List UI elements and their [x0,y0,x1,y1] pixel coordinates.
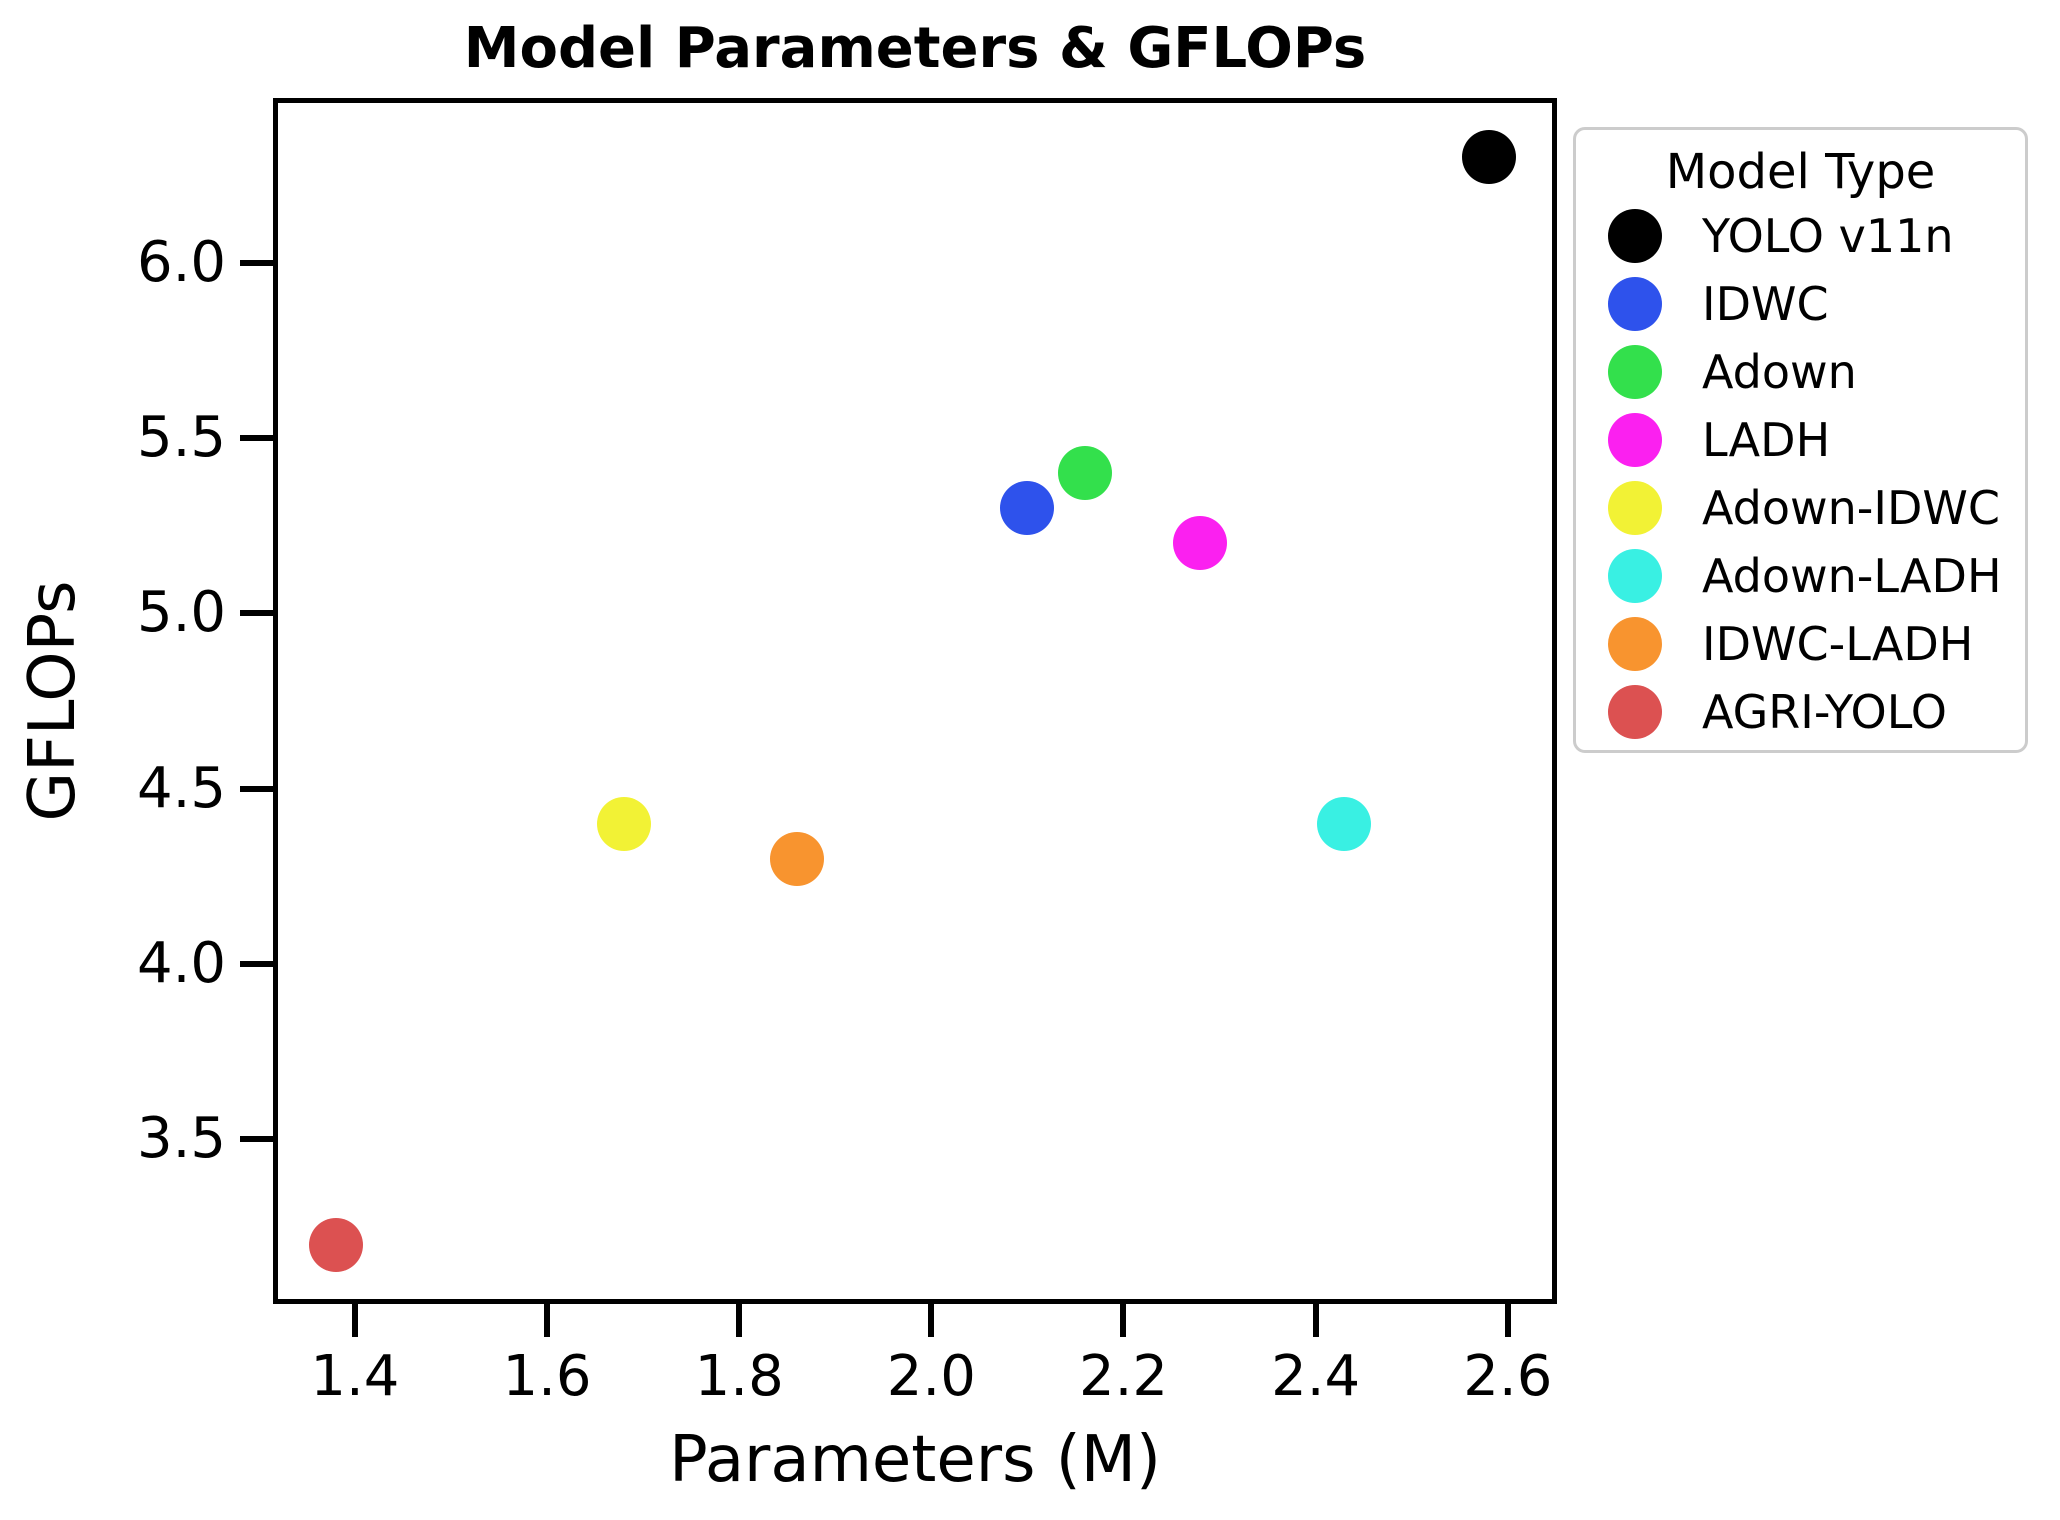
y-tick-label: 4.0 [136,931,226,997]
x-tick-label: 1.6 [502,1344,592,1409]
legend-item: Adown-IDWC [1576,474,2025,542]
x-tick-label: 2.0 [886,1344,976,1409]
plot-frame [273,98,1557,1304]
legend-item-label: Adown-LADH [1702,549,2002,603]
legend-item: YOLO v11n [1576,202,2025,270]
y-tick [240,1136,273,1143]
legend-marker-circle [1608,617,1662,671]
x-tick-label: 2.6 [1463,1344,1553,1409]
y-tick [240,259,273,266]
x-tick [1312,1304,1319,1337]
data-point-adown [1058,446,1113,501]
legend-marker-circle [1608,277,1662,331]
legend-item-label: Adown [1702,345,1857,399]
chart-title: Model Parameters & GFLOPs [463,16,1367,81]
x-tick [351,1304,358,1337]
legend-marker-circle [1608,345,1662,399]
legend-item-label: YOLO v11n [1702,209,1954,263]
legend-marker-circle [1608,549,1662,603]
y-tick [240,961,273,968]
data-point-ladh [1173,516,1228,571]
legend-item-label: IDWC-LADH [1702,617,1974,671]
legend-title: Model Type [1665,144,1936,200]
x-tick-label: 2.2 [1078,1344,1169,1409]
x-tick-label: 2.4 [1271,1344,1361,1409]
y-tick-label: 3.5 [136,1106,226,1172]
y-tick [240,785,273,792]
legend-item: AGRI-YOLO [1576,678,2025,746]
legend-marker-circle [1608,209,1662,263]
legend-item-label: LADH [1702,413,1831,467]
x-tick-label: 1.4 [310,1344,400,1409]
plot-area: Parameters (M) GFLOPs 1.4 1.6 1.8 2.0 2.2 2.4… [16,98,1557,1497]
legend-item-label: IDWC [1702,277,1829,331]
legend: Model Type YOLO v11n IDWC Adown LADH Adown-I… [1573,127,2028,753]
legend-item: Adown-LADH [1576,542,2025,610]
x-tick [544,1304,551,1337]
x-tick [1504,1304,1511,1337]
legend-item: IDWC [1576,270,2025,338]
legend-item: IDWC-LADH [1576,610,2025,678]
legend-marker-circle [1608,413,1662,467]
legend-item-label: Adown-IDWC [1702,481,2000,535]
y-tick [240,610,273,617]
x-tick [1120,1304,1127,1337]
y-tick [240,434,273,441]
x-tick-label: 1.8 [694,1344,784,1409]
x-tick [736,1304,743,1337]
data-point-agri-yolo [308,1217,363,1272]
legend-item: LADH [1576,406,2025,474]
y-tick-label: 4.5 [136,755,226,821]
y-tick-label: 5.0 [136,580,226,646]
y-tick-label: 6.0 [136,229,226,295]
legend-item-label: AGRI-YOLO [1702,685,1947,739]
data-point-adown-ladh [1317,796,1372,851]
data-point-idwc [1000,481,1055,536]
data-point-yolo-v11n [1461,130,1516,185]
data-point-idwc-ladh [769,831,824,886]
legend-marker-circle [1608,481,1662,535]
y-tick-label: 5.5 [136,404,226,470]
x-tick [928,1304,935,1337]
x-axis-label: Parameters (M) [669,1423,1161,1497]
legend-marker-circle [1608,685,1662,739]
legend-item: Adown [1576,338,2025,406]
data-point-adown-idwc [596,796,651,851]
